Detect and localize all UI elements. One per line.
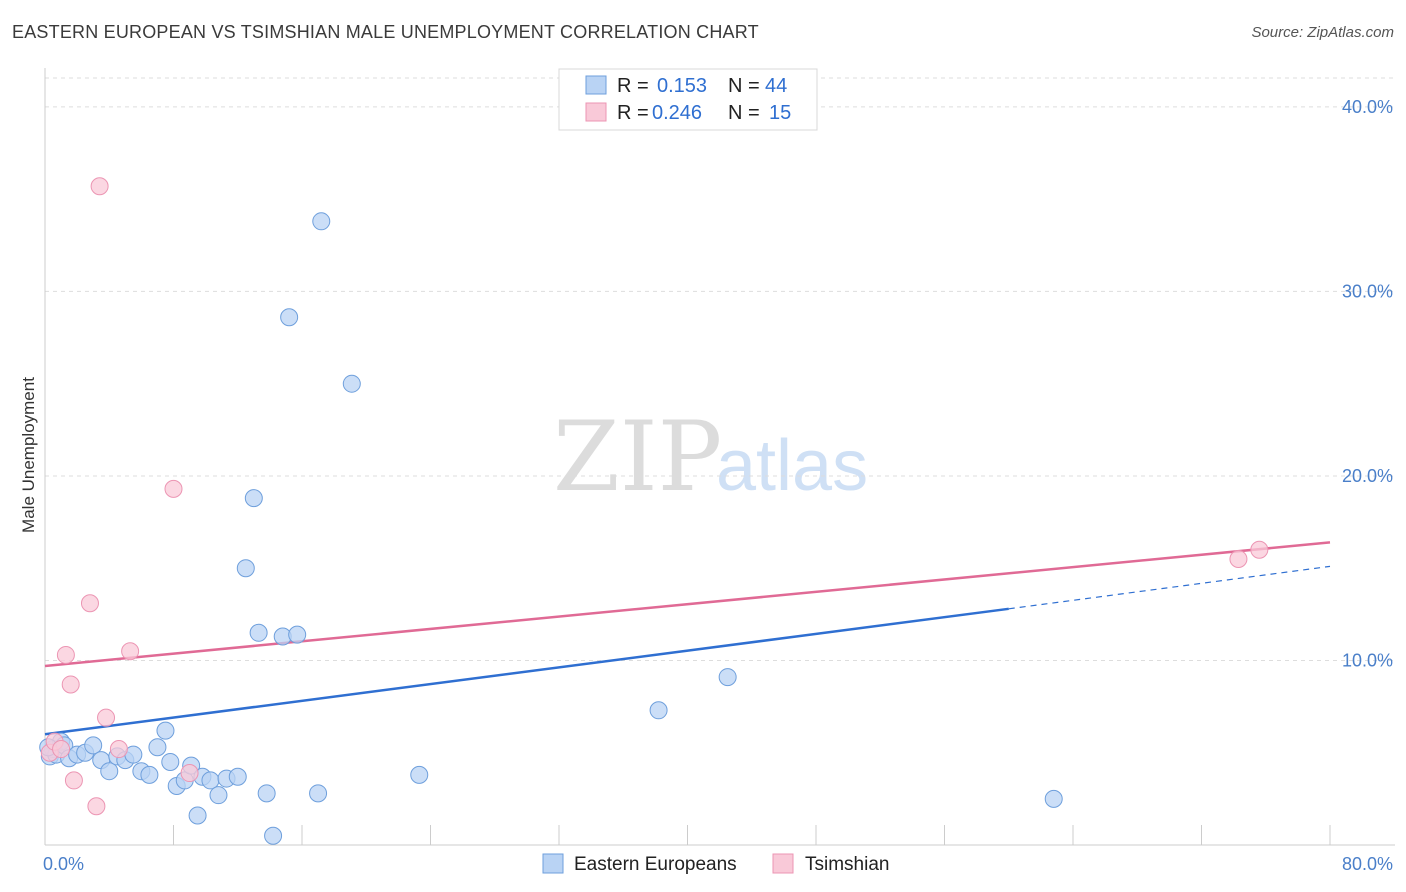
point-eastern-europeans	[410, 765, 429, 784]
trend-line-eastern-europeans	[44, 607, 1009, 736]
point-eastern-europeans	[228, 767, 247, 786]
x-tick-label-min: 0.0%	[43, 854, 84, 874]
point-tsimshian	[87, 797, 106, 816]
point-tsimshian	[121, 642, 140, 661]
watermark-zip: ZIP	[553, 401, 722, 513]
point-tsimshian	[164, 479, 183, 498]
point-tsimshian	[52, 740, 71, 759]
point-eastern-europeans	[342, 374, 361, 393]
point-tsimshian	[56, 645, 75, 664]
point-eastern-europeans	[1044, 789, 1063, 808]
point-eastern-europeans	[188, 806, 207, 825]
point-eastern-europeans	[244, 489, 263, 508]
point-tsimshian	[180, 764, 199, 783]
x-tick-label-max: 80.0%	[1342, 854, 1393, 874]
y-tick-label: 40.0%	[1342, 97, 1393, 117]
data-points	[39, 177, 1269, 845]
legend-swatch-blue	[585, 75, 607, 95]
legend-n-value-1: 44	[765, 75, 787, 97]
point-tsimshian	[1250, 540, 1269, 559]
point-eastern-europeans	[148, 738, 167, 757]
point-eastern-europeans	[309, 784, 328, 803]
point-eastern-europeans	[161, 752, 180, 771]
point-eastern-europeans	[280, 308, 299, 327]
axes: 10.0% 20.0% 30.0% 40.0% 0.0% 80.0%	[43, 68, 1395, 874]
point-eastern-europeans	[718, 668, 737, 687]
y-tick-label: 30.0%	[1342, 281, 1393, 301]
point-eastern-europeans	[156, 721, 175, 740]
point-tsimshian	[64, 771, 83, 790]
legend-n-value-2: 15	[769, 102, 791, 124]
point-tsimshian	[1229, 549, 1248, 568]
legend-r-value-1: 0.153	[657, 75, 707, 97]
legend-n-label-2: N =	[728, 102, 760, 124]
point-tsimshian	[109, 740, 128, 759]
legend-n-label-1: N =	[728, 75, 760, 97]
watermark-atlas: atlas	[716, 426, 868, 506]
point-tsimshian	[97, 708, 116, 727]
point-eastern-europeans	[288, 625, 307, 644]
bottom-legend-swatch-blue	[542, 853, 564, 874]
legend-r-label-2: R =	[617, 102, 649, 124]
legend-swatch-pink	[585, 102, 607, 122]
point-eastern-europeans	[264, 826, 283, 845]
point-tsimshian	[80, 594, 99, 613]
y-tick-label: 20.0%	[1342, 466, 1393, 486]
legend-r-value-2: 0.246	[652, 102, 702, 124]
point-eastern-europeans	[257, 784, 276, 803]
bottom-legend-tsimshian: Tsimshian	[805, 854, 889, 875]
correlation-legend: R = 0.153 N = 44 R = 0.246 N = 15	[558, 68, 818, 131]
y-tick-label: 10.0%	[1342, 650, 1393, 670]
trend-line-tsimshian	[44, 541, 1331, 668]
series-legend: Eastern Europeans Tsimshian	[542, 853, 889, 875]
source-label: Source: ZipAtlas.com	[1251, 24, 1394, 41]
point-tsimshian	[90, 177, 109, 196]
point-eastern-europeans	[100, 762, 119, 781]
y-axis-label: Male Unemployment	[19, 377, 38, 533]
bottom-legend-eastern-europeans: Eastern Europeans	[574, 854, 737, 875]
point-eastern-europeans	[249, 623, 268, 642]
chart-title: EASTERN EUROPEAN VS TSIMSHIAN MALE UNEMP…	[12, 22, 759, 42]
legend-r-label-1: R =	[617, 75, 649, 97]
bottom-legend-swatch-pink	[772, 853, 794, 874]
point-eastern-europeans	[140, 765, 159, 784]
point-eastern-europeans	[312, 212, 331, 231]
point-eastern-europeans	[649, 701, 668, 720]
point-eastern-europeans	[236, 559, 255, 578]
point-eastern-europeans	[201, 771, 220, 790]
point-tsimshian	[61, 675, 80, 694]
trend-line-eastern-europeans-extension	[1008, 565, 1331, 610]
point-eastern-europeans	[209, 786, 228, 805]
point-eastern-europeans	[84, 736, 103, 755]
trend-lines	[44, 541, 1331, 736]
